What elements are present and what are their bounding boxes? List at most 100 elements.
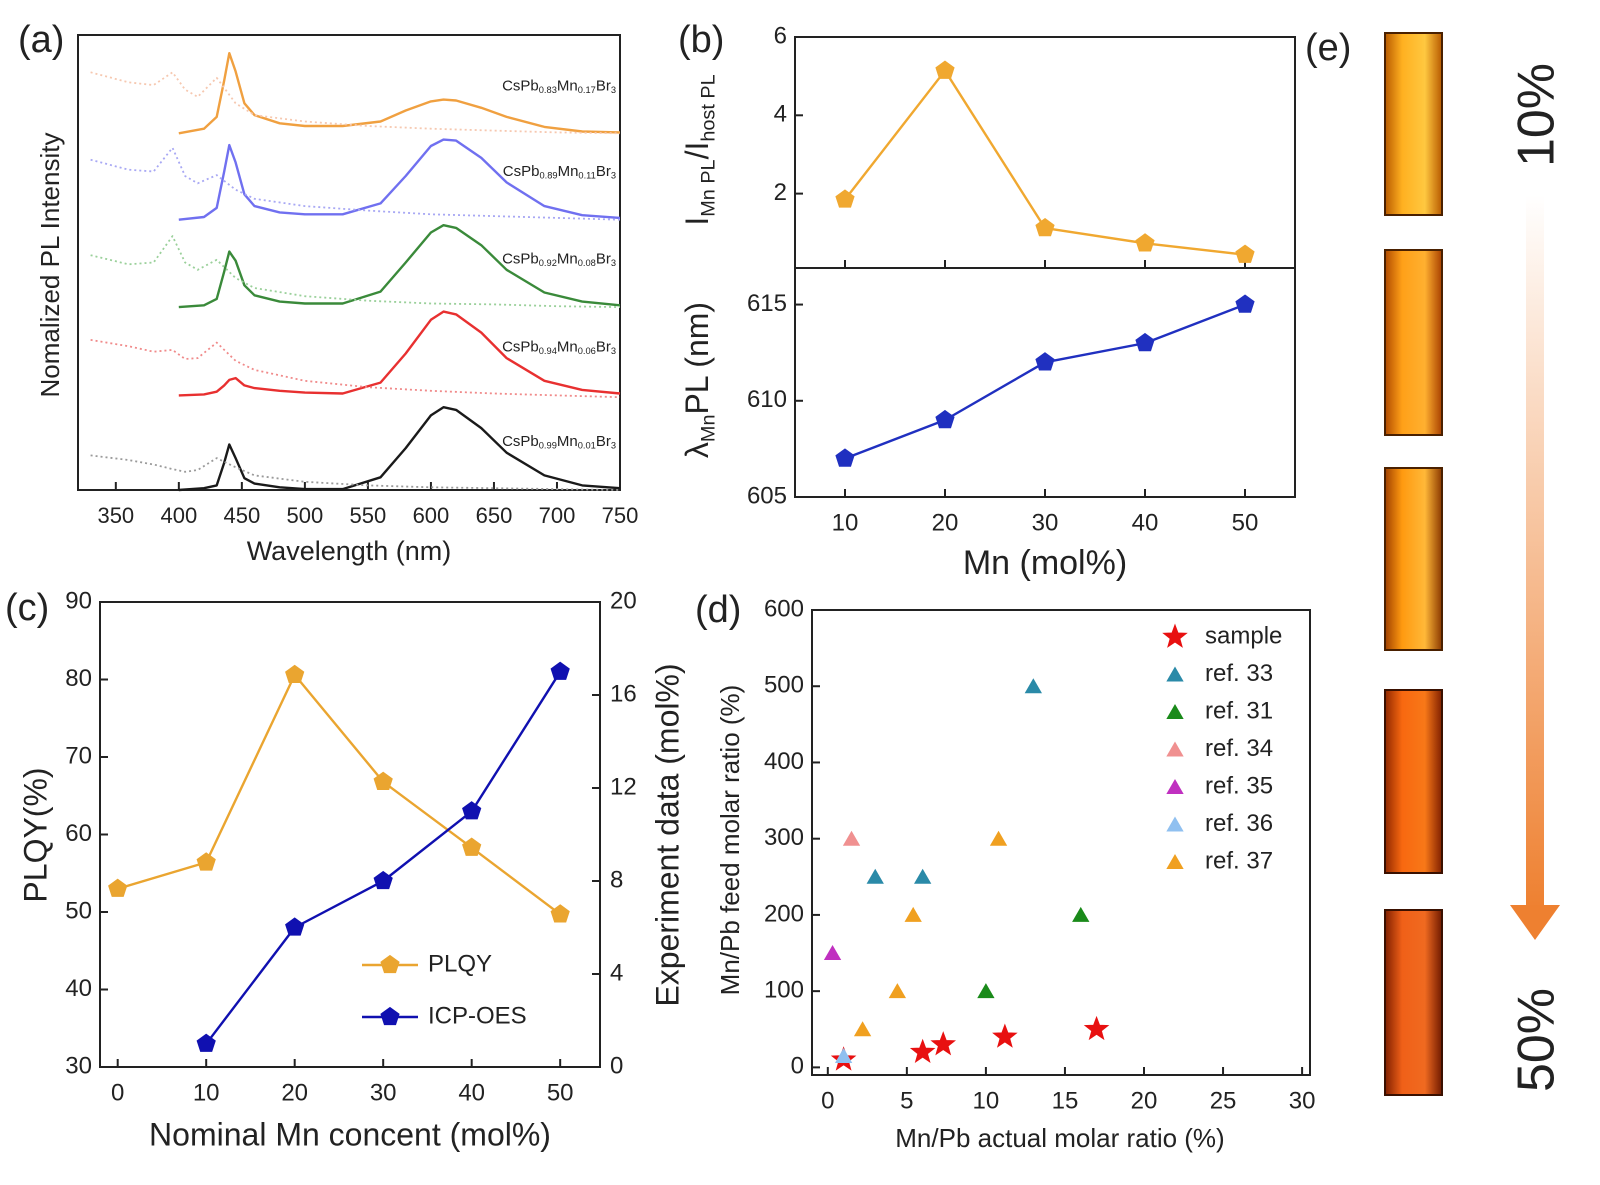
curve-label-part: 0.01 — [578, 441, 596, 451]
curve-label: CsPb0.92Mn0.08Br3 — [502, 250, 616, 268]
y-tick-label: 500 — [764, 672, 804, 699]
x-tick-label: 400 — [160, 503, 197, 528]
marker — [842, 830, 861, 846]
marker — [866, 868, 884, 884]
marker — [1235, 244, 1255, 263]
marker — [1083, 1015, 1110, 1041]
x-tick-label: 600 — [413, 503, 450, 528]
y-tick-label: 400 — [764, 748, 804, 775]
legend-marker — [1162, 623, 1188, 648]
plot-frame — [794, 267, 1296, 498]
y-tick-label: 70 — [65, 742, 92, 769]
plot-frame — [99, 601, 601, 1068]
legend-marker — [1166, 741, 1184, 757]
cuvette — [1384, 249, 1443, 436]
marker — [1035, 352, 1055, 371]
marker — [550, 661, 570, 680]
y-tick-label: 4 — [774, 101, 787, 128]
y-tick-label: 80 — [65, 665, 92, 692]
y-axis-label-part: I — [679, 217, 715, 226]
y-tick-label: 90 — [65, 587, 92, 614]
panel-label: (b) — [678, 19, 724, 61]
legend-marker — [1166, 853, 1184, 869]
x-tick-label: 350 — [97, 503, 134, 528]
curve-label-part: Mn — [557, 250, 578, 267]
y-tick-label: 200 — [764, 900, 804, 927]
y-tick-label: 40 — [65, 975, 92, 1002]
y-tick-label: 100 — [764, 976, 804, 1003]
curve-label-part: 3 — [611, 171, 616, 181]
y-axis-label-part: Mn PL — [698, 159, 720, 216]
panel-label: (d) — [695, 589, 741, 631]
cuvettes — [1384, 32, 1443, 1096]
legend-label: ref. 37 — [1205, 847, 1273, 874]
y-axis-label: λMnPL (nm) — [679, 302, 719, 458]
arrow-head — [1510, 905, 1560, 940]
curve-label-part: Mn — [557, 433, 578, 450]
marker — [1135, 233, 1155, 252]
y-tick-label: 605 — [747, 482, 787, 509]
x-tick-label: 20 — [281, 1079, 308, 1106]
y2-tick-label: 12 — [610, 773, 637, 800]
series-line — [178, 224, 621, 309]
y-tick-label: 6 — [774, 22, 787, 49]
x-tick-label: 550 — [350, 503, 387, 528]
curve-label-part: 3 — [611, 85, 616, 95]
curve-label-part: 3 — [611, 441, 616, 451]
cuvette — [1384, 689, 1443, 874]
x-tick-label: 10 — [193, 1079, 220, 1106]
x-tick-label: 30 — [1032, 509, 1059, 536]
marker — [285, 664, 305, 684]
x-tick-label: 10 — [832, 509, 859, 536]
series-line — [90, 235, 621, 308]
x-tick-label: 50 — [1232, 509, 1259, 536]
y-axis-label: PLQY(%) — [17, 767, 53, 902]
y-tick-label: 2 — [774, 179, 787, 206]
y-axis-label-part: /I — [679, 142, 715, 160]
marker — [909, 1038, 936, 1064]
marker — [550, 904, 570, 923]
y-axis-label-part: Mn — [698, 415, 720, 443]
x-tick-label: 40 — [1132, 509, 1159, 536]
marker — [373, 771, 393, 790]
legend-marker — [1166, 703, 1184, 719]
curve-label-part: CsPb — [502, 433, 539, 450]
x-tick-label: 50 — [547, 1079, 574, 1106]
curve-label-part: 0.92 — [539, 258, 557, 268]
x-tick-label: 20 — [1131, 1087, 1158, 1114]
x-tick-label: 25 — [1210, 1087, 1237, 1114]
marker — [462, 837, 482, 856]
x-tick-label: 500 — [287, 503, 324, 528]
curve-label-part: 0.06 — [578, 346, 596, 356]
curve-label: CsPb0.89Mn0.11Br3 — [503, 163, 616, 181]
marker — [1035, 217, 1055, 237]
panel-label: (e) — [1305, 27, 1351, 69]
marker — [989, 830, 1008, 846]
curve-label-part: 3 — [611, 346, 616, 356]
series-line — [90, 71, 621, 135]
legend-label: ICP-OES — [428, 1002, 527, 1029]
marker — [285, 917, 305, 936]
curve-label-part: Br — [596, 339, 611, 356]
plot-frame — [811, 609, 1311, 1076]
gradient-arrow — [1526, 195, 1544, 910]
legend-label: ref. 36 — [1205, 810, 1273, 837]
y2-tick-label: 0 — [610, 1052, 623, 1079]
y-tick-label: 50 — [65, 897, 92, 924]
curve-label-part: Mn — [557, 77, 578, 94]
y-axis-label-part: λ — [679, 442, 715, 458]
legend-label: ref. 31 — [1205, 697, 1273, 724]
y2-tick-label: 8 — [610, 866, 623, 893]
y-tick-label: 300 — [764, 824, 804, 851]
series-line — [117, 673, 561, 916]
marker — [914, 868, 932, 884]
series-line — [90, 454, 621, 491]
x-axis-label: Wavelength (nm) — [247, 536, 452, 566]
marker — [935, 60, 955, 79]
marker — [992, 1023, 1018, 1048]
marker — [373, 870, 393, 890]
y-tick-label: 30 — [65, 1052, 92, 1079]
y-axis-label-part: host PL — [698, 74, 720, 141]
bottom-label: 50% — [1508, 988, 1566, 1092]
x-tick-label: 10 — [973, 1087, 1000, 1114]
